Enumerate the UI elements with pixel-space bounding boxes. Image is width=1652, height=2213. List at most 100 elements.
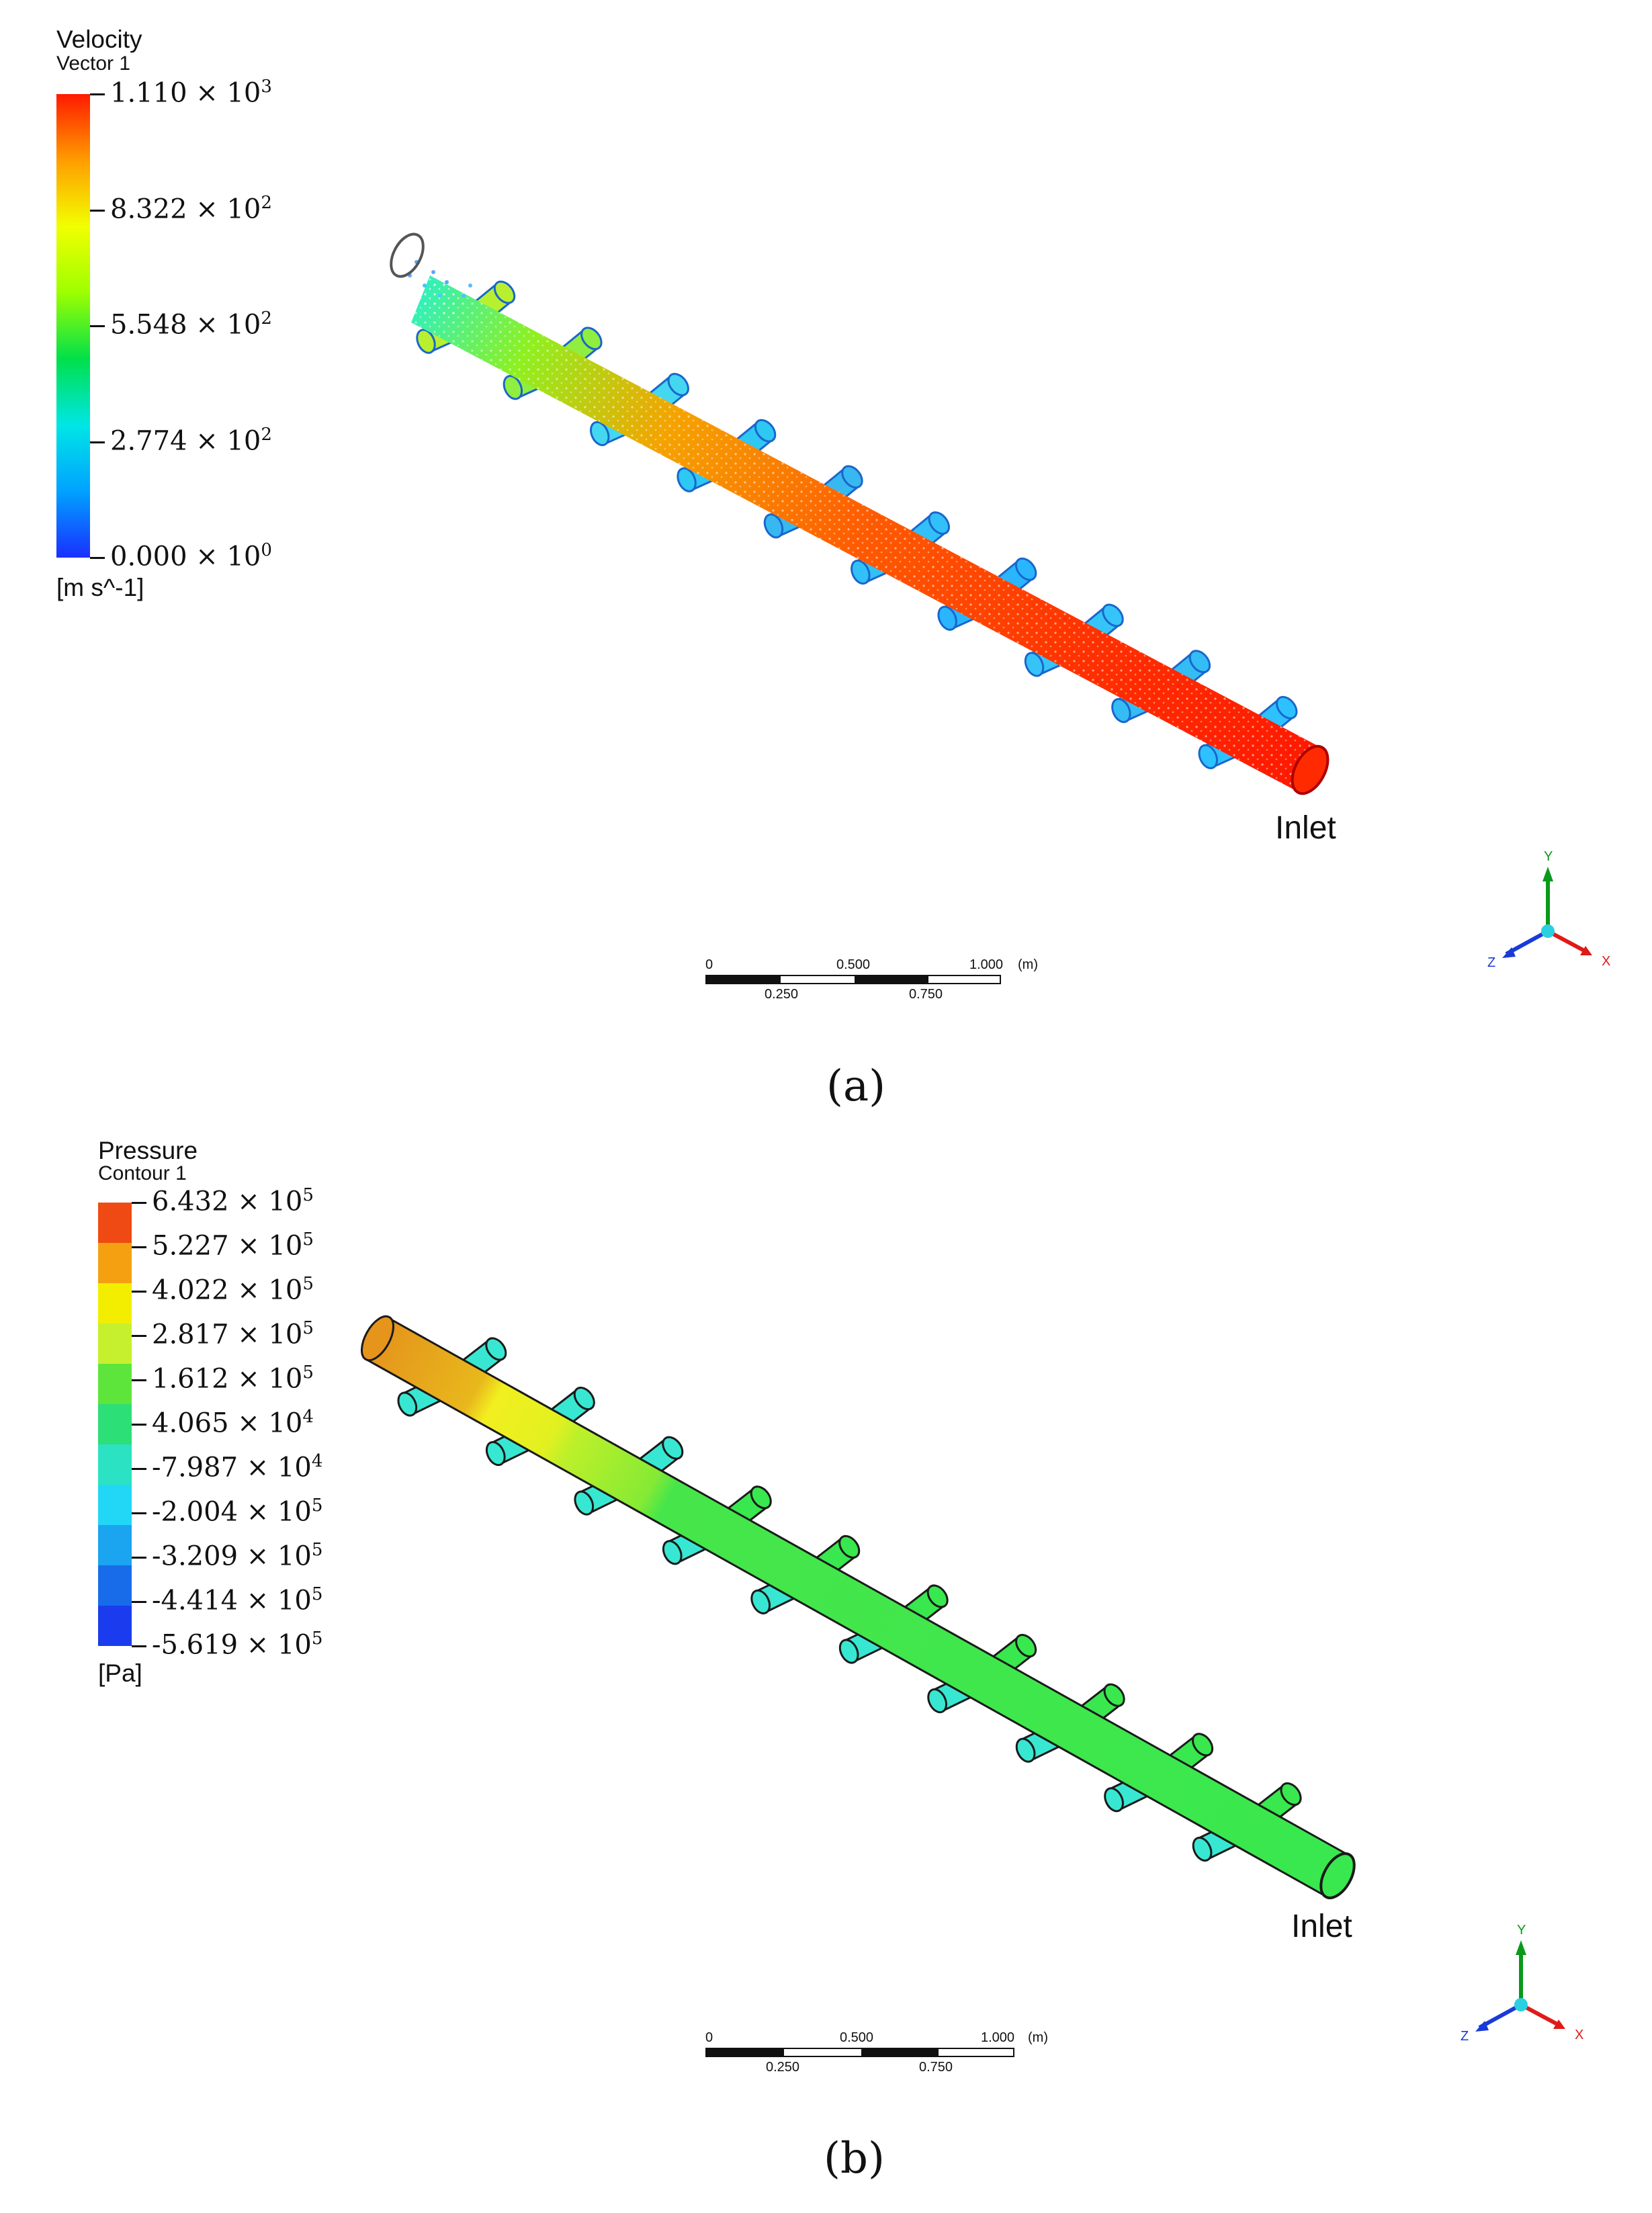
- velocity-branch-up-end: [1188, 650, 1211, 674]
- pressure-branch-down-end: [838, 1639, 859, 1664]
- velocity-branch-down-end: [590, 421, 610, 447]
- legend-tick-label: 2.774 × 102: [110, 424, 272, 456]
- pressure-branch-up-end: [838, 1534, 861, 1559]
- velocity-branch-down-end: [677, 467, 697, 492]
- axis-z-label: Z: [1461, 2029, 1469, 2044]
- velocity-vector-texture: [411, 275, 1320, 793]
- axis-y-label: Y: [1517, 1923, 1526, 1938]
- legend-tick-label: -2.004 × 105: [152, 1495, 323, 1528]
- legend-tick-mark: [90, 557, 105, 559]
- pressure-inlet-face: [1319, 1852, 1356, 1899]
- pressure-inlet-label: Inlet: [1291, 1909, 1352, 1944]
- scale-label-0: 0: [705, 2030, 713, 2045]
- pressure-branch-up-end: [1192, 1733, 1214, 1757]
- pressure-legend-title: Pressure: [98, 1137, 198, 1164]
- velocity-branch-up-end: [928, 511, 951, 535]
- pressure-branch-down-end: [485, 1441, 506, 1467]
- legend-tick-mark: [132, 1468, 146, 1470]
- velocity-branch-up-end: [754, 419, 777, 443]
- velocity-branch-up-end: [1014, 557, 1037, 581]
- pressure-branch-up-end: [573, 1387, 595, 1411]
- pressure-branch-down-end: [750, 1589, 771, 1614]
- legend-tick-label: 2.817 × 105: [152, 1318, 314, 1350]
- legend-tick-label: 0.000 × 100: [110, 540, 272, 572]
- legend-tick-mark: [132, 1512, 146, 1514]
- legend-tick-label: -7.987 × 104: [152, 1451, 323, 1483]
- legend-tick-label: 4.022 × 105: [152, 1274, 314, 1306]
- velocity-branch-down-end: [851, 559, 871, 585]
- pressure-branch-up-end: [1103, 1683, 1125, 1707]
- legend-tick-mark: [132, 1601, 146, 1603]
- velocity-branch-up-end: [667, 373, 689, 396]
- velocity-vector-pipe-view: [388, 232, 1330, 795]
- velocity-branch-down-end: [1198, 744, 1218, 769]
- velocity-branch-down-end: [763, 513, 784, 539]
- caption-a: (a): [826, 1061, 886, 1111]
- scale-label-1000: 1.000: [981, 2030, 1015, 2045]
- velocity-branch-up-end: [580, 327, 603, 351]
- legend-tick-mark: [90, 93, 105, 95]
- scale-unit: (m): [1018, 957, 1038, 972]
- scale-label-0: 0: [705, 957, 713, 972]
- legend-tick-mark: [132, 1246, 146, 1248]
- pressure-branch-down-end: [662, 1540, 683, 1565]
- pressure-legend-unit: [Pa]: [98, 1659, 142, 1687]
- scale-bar-frame: [705, 975, 1001, 984]
- legend-tick-label: -5.619 × 105: [152, 1629, 323, 1661]
- scale-label-0250: 0.250: [766, 2060, 800, 2075]
- scale-label-0750: 0.750: [919, 2060, 953, 2075]
- legend-tick-mark: [132, 1645, 146, 1647]
- velocity-legend-title: Velocity: [56, 26, 142, 53]
- legend-tick-mark: [90, 441, 105, 443]
- velocity-branch-down-end: [1024, 652, 1045, 677]
- pressure-colorbar: [98, 1203, 132, 1646]
- pressure-branch-up-end: [1015, 1634, 1037, 1658]
- panel-a-velocity: Velocity Vector 1 1.110 × 103 8.322 × 102…: [56, 26, 1626, 1111]
- legend-tick-label: 4.065 × 104: [152, 1407, 314, 1439]
- caption-b: (b): [824, 2134, 885, 2183]
- legend-tick-label: 8.322 × 102: [110, 192, 272, 224]
- legend-tick-mark: [132, 1557, 146, 1559]
- scale-label-0500: 0.500: [840, 2030, 874, 2045]
- velocity-legend-subtitle: Vector 1: [56, 52, 131, 75]
- velocity-outlet-dots: [388, 242, 472, 322]
- legend-tick-mark: [132, 1424, 146, 1426]
- pressure-branch-down-end: [1104, 1787, 1124, 1813]
- pressure-contour-pipe-view: [360, 1315, 1356, 1900]
- pressure-branch-down-end: [927, 1688, 947, 1714]
- velocity-axis-triad: Y Z X: [1478, 840, 1626, 974]
- velocity-branch-up-end: [1276, 695, 1298, 720]
- velocity-branch-down-end: [937, 605, 957, 631]
- pressure-branch-down-end: [574, 1490, 595, 1516]
- legend-tick-mark: [90, 325, 105, 327]
- legend-tick-mark: [132, 1291, 146, 1293]
- velocity-inlet-label: Inlet: [1275, 810, 1336, 846]
- pressure-branch-up-end: [750, 1485, 772, 1510]
- velocity-colorbar: [56, 94, 90, 558]
- legend-tick-label: 5.548 × 102: [110, 308, 272, 341]
- velocity-branch-down-end: [503, 375, 523, 400]
- velocity-inlet-face: [1291, 744, 1330, 795]
- pressure-main-pipe: [367, 1315, 1348, 1900]
- legend-tick-label: 1.612 × 105: [152, 1362, 314, 1395]
- legend-tick-mark: [132, 1202, 146, 1204]
- pressure-branch-down-end: [1192, 1836, 1213, 1862]
- velocity-legend-unit: [m s^-1]: [56, 574, 144, 601]
- pressure-axis-triad: Y Z X: [1451, 1913, 1599, 2048]
- axis-x-label: X: [1575, 2028, 1584, 2042]
- pressure-scale-bar: 0 0.500 1.000 (m) 0.250 0.750: [705, 2030, 1055, 2075]
- velocity-branch-down-end: [416, 329, 436, 354]
- scale-bar-frame: [705, 2048, 1014, 2057]
- scale-label-0250: 0.250: [765, 987, 799, 1002]
- pressure-branch-up-end: [926, 1584, 949, 1608]
- velocity-branch-up-end: [1102, 603, 1124, 627]
- velocity-branch-up-end: [493, 280, 516, 304]
- pressure-branch-down-end: [1015, 1737, 1036, 1763]
- velocity-branch-down-end: [1111, 698, 1131, 724]
- legend-tick-label: 5.227 × 105: [152, 1229, 314, 1262]
- velocity-branch-up-end: [841, 465, 863, 489]
- legend-tick-label: -4.414 × 105: [152, 1584, 323, 1616]
- axis-x-label: X: [1602, 954, 1611, 969]
- pressure-branch-up-end: [1280, 1782, 1302, 1806]
- velocity-scale-bar: 0 0.500 1.000 (m) 0.250 0.750: [705, 957, 1041, 1002]
